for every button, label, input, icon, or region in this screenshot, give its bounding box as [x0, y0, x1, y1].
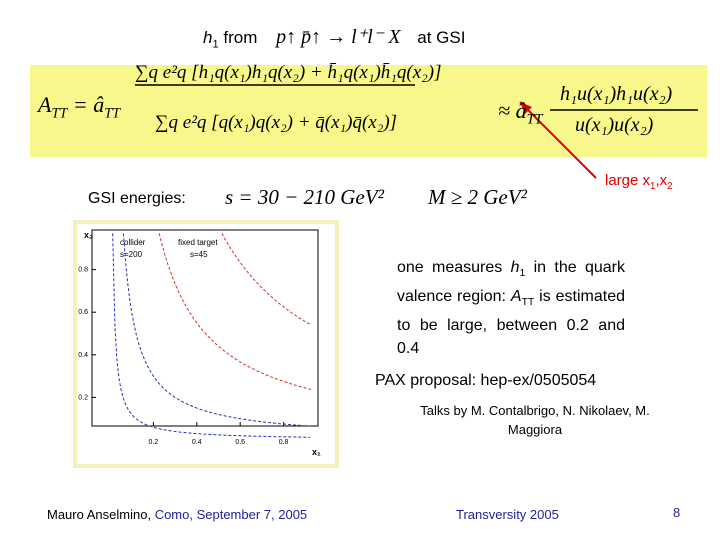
symbol: A [38, 92, 52, 117]
footer-left: Mauro Anselmino, Como, September 7, 2005 [47, 507, 307, 522]
text: one measures [397, 259, 511, 276]
energies-label: GSI energies: [88, 190, 186, 207]
title-process: p↑ p̄↑ → l⁺l⁻ X [276, 26, 401, 48]
denominator: ∑q e²q [q(x₁)q(x₂) + q̄(x₁)q̄(x₂)] [155, 112, 398, 133]
text: in the quark valence region: [397, 259, 625, 306]
symbol: = â [72, 92, 105, 117]
y-tick-label: 0.2 [78, 394, 88, 401]
page-number: 8 [673, 505, 681, 520]
symbol: A [510, 288, 522, 306]
y-tick-label: 0.6 [78, 309, 88, 316]
sub: TT [521, 297, 535, 309]
rhs-numerator: h₁u(x₁)h₁u(x₂) [560, 83, 673, 105]
arrowhead [520, 102, 532, 114]
legend-label: s=200 [120, 250, 143, 259]
statement: one measures h1 in the quark valence reg… [397, 256, 625, 360]
arrow [519, 101, 597, 179]
legend-label: fixed target [178, 238, 218, 247]
x-tick-label: 0.6 [235, 439, 245, 446]
conference: Transversity 2005 [456, 507, 559, 522]
numerator: ∑q e²q [h₁q(x₁)h₁q(x₂) + h̄₁q(x₁)h̄₁q(x₂… [135, 62, 442, 83]
symbol: h [510, 259, 520, 276]
x-axis-label: x₁ [312, 447, 321, 457]
title-symbol: h [203, 28, 213, 47]
x-tick-label: 0.4 [192, 439, 202, 446]
sub: 1 [519, 268, 526, 280]
sub: TT [104, 105, 121, 122]
mass-cut: M ≥ 2 GeV² [428, 185, 527, 209]
sub: 2 [667, 181, 673, 192]
annotation-text: large x [605, 172, 651, 189]
sub: TT [51, 105, 68, 122]
annotation: large x1,x2 [605, 172, 673, 192]
formula-lhs: ATT = âTT [38, 92, 120, 122]
curve [158, 233, 312, 390]
x-tick-label: 0.8 [279, 439, 289, 446]
formula-box [30, 65, 707, 157]
legend-label: collider [120, 238, 146, 247]
energy-range: s = 30 − 210 GeV² [225, 185, 384, 209]
y-tick-label: 0.4 [78, 352, 88, 359]
annotation-text: ,x [655, 172, 668, 189]
curve [112, 233, 311, 438]
title-sub: 1 [212, 38, 219, 51]
title: h1 from p↑ p̄↑ → l⁺l⁻ X at GSI [203, 24, 465, 50]
talks: Talks by M. Contalbrigo, N. Nikolaev, M.… [420, 403, 650, 437]
y-axis-label: x₂ [84, 230, 93, 240]
symbol: ≈ â [498, 98, 527, 123]
x-tick-label: 0.2 [149, 439, 159, 446]
plot: 0.2 0.4 0.6 0.8 0.2 0.4 0.6 0.8 x₂ x₁ collider s=20… [78, 229, 321, 457]
proposal: PAX proposal: hep-ex/0505054 [375, 372, 597, 389]
text: is estimated to be large, between 0.2 an… [397, 288, 625, 358]
author: Mauro Anselmino, [47, 507, 152, 522]
legend-label: s=45 [190, 250, 208, 259]
title-text: from [223, 28, 258, 47]
y-tick-label: 0.8 [78, 267, 88, 274]
axes [91, 229, 319, 427]
place: Como, September 7, 2005 [154, 507, 308, 522]
title-text: at GSI [417, 28, 466, 47]
curve [221, 233, 312, 326]
curve [122, 233, 311, 427]
rhs-denominator: u(x₁)u(x₂) [575, 114, 654, 136]
sub: 1 [650, 181, 656, 192]
sub: TT [526, 111, 543, 128]
approx: ≈ âTT [498, 98, 542, 128]
